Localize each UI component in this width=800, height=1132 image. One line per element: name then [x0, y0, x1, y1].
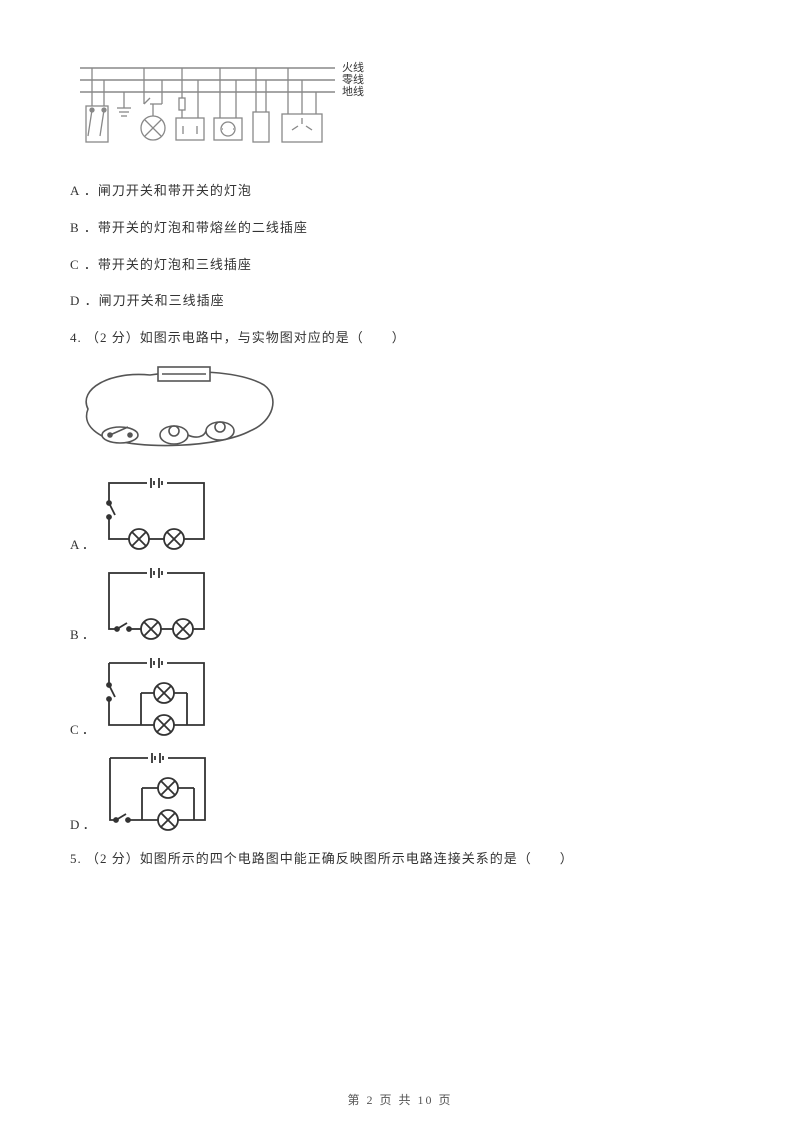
q3-option-c: C ．带开关的灯泡和三线插座: [70, 255, 730, 276]
physical-svg: [70, 365, 280, 455]
q4-option-a-label: A ．: [70, 534, 95, 553]
footer-suffix: 页: [434, 1093, 453, 1107]
label-earth: 地线: [342, 84, 364, 98]
q5-stem: 5. （2 分）如图所示的四个电路图中能正确反映图所示电路连接关系的是（ ）: [70, 849, 730, 870]
page-footer: 第 2 页 共 10 页: [0, 1091, 800, 1108]
wiring-svg: 火线 零线 地线: [70, 58, 380, 163]
footer-middle: 页 共: [374, 1093, 417, 1107]
q4-circuit-c: [99, 653, 214, 738]
footer-page-total: 10: [418, 1093, 434, 1107]
q3-option-d: D ．闸刀开关和三线插座: [70, 291, 730, 312]
q4-physical-drawing: [70, 365, 730, 455]
q4-circuit-b: [99, 563, 214, 643]
exam-page: 火线 零线 地线: [0, 0, 800, 1132]
footer-prefix: 第: [347, 1093, 366, 1107]
q4-stem: 4. （2 分）如图示电路中，与实物图对应的是（ ）: [70, 328, 730, 349]
q4-circuit-a: [99, 473, 214, 553]
label-live: 火线: [342, 60, 364, 74]
q3-wiring-diagram: 火线 零线 地线: [70, 58, 730, 163]
q4-option-b-label: B ．: [70, 624, 95, 643]
q3-option-b: B ．带开关的灯泡和带熔丝的二线插座: [70, 218, 730, 239]
q4-option-d-label: D ．: [70, 814, 96, 833]
q4-option-c-label: C ．: [70, 719, 95, 738]
q3-option-a: A ．闸刀开关和带开关的灯泡: [70, 181, 730, 202]
label-neutral: 零线: [342, 72, 364, 86]
q4-circuit-d: [100, 748, 215, 833]
